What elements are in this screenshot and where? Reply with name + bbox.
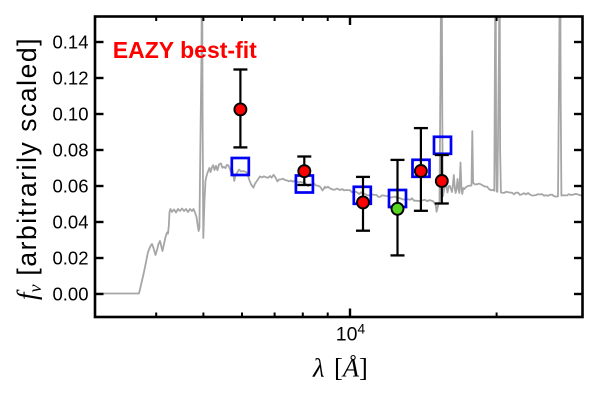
svg-text:λ: λ bbox=[312, 353, 324, 383]
svg-text:fν [arbitrarily scaled]: fν [arbitrarily scaled] bbox=[12, 37, 45, 300]
svg-text:4: 4 bbox=[358, 322, 366, 337]
svg-text:0.14: 0.14 bbox=[52, 32, 88, 53]
svg-text:0.08: 0.08 bbox=[52, 140, 88, 161]
svg-text:0.12: 0.12 bbox=[52, 68, 88, 89]
svg-text:0.06: 0.06 bbox=[52, 176, 88, 197]
svg-text:0.02: 0.02 bbox=[52, 248, 88, 269]
svg-text:0.10: 0.10 bbox=[52, 104, 88, 125]
svg-text:EAZY best-fit: EAZY best-fit bbox=[113, 37, 257, 63]
svg-text:10: 10 bbox=[336, 324, 358, 346]
svg-text:0.00: 0.00 bbox=[52, 284, 88, 305]
svg-text:0.04: 0.04 bbox=[52, 212, 88, 233]
svg-text:[Å]: [Å] bbox=[334, 353, 368, 383]
